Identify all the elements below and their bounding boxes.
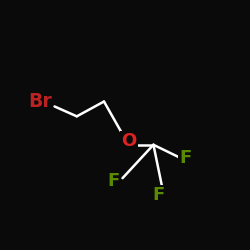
Text: Br: Br — [28, 92, 52, 111]
Text: F: F — [152, 186, 164, 204]
Text: F: F — [180, 149, 192, 168]
Text: F: F — [108, 172, 120, 190]
Text: O: O — [121, 132, 136, 150]
